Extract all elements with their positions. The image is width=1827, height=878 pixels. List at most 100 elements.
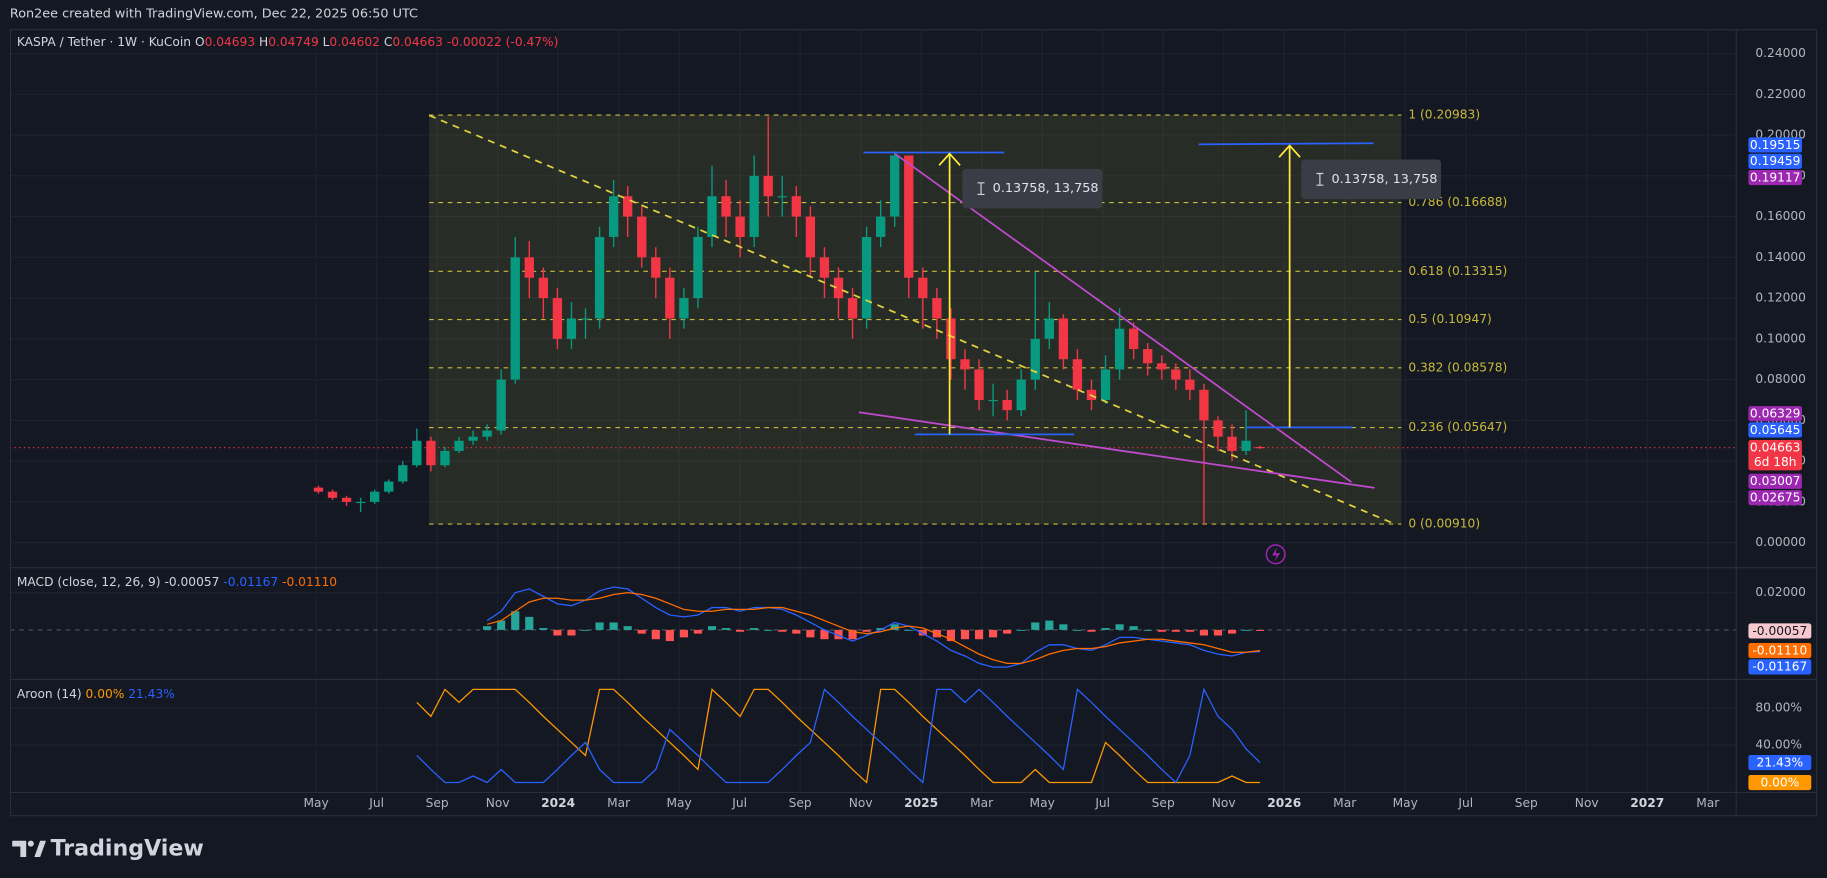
macd-histogram-bar: [707, 626, 717, 630]
candle-body: [791, 196, 801, 217]
drawings: [9, 114, 1736, 525]
macd-histogram-bar: [553, 629, 562, 636]
candle-body: [861, 236, 872, 319]
candle-body: [1128, 328, 1139, 350]
macd-histogram-bar: [497, 620, 506, 630]
candle-body: [763, 175, 773, 197]
candle-body: [1114, 328, 1125, 370]
candle-body: [1157, 363, 1167, 370]
event-icon[interactable]: [1265, 544, 1286, 565]
measure-icon: [1316, 172, 1324, 186]
candle-body: [904, 155, 914, 278]
price-badge-label: 0.06329: [1750, 407, 1801, 421]
macd-histogram-bar: [1129, 626, 1138, 630]
price-badge: [1748, 440, 1802, 471]
value-badge: [1748, 643, 1812, 659]
legend-value: 0.04693: [205, 34, 256, 48]
candle-body: [833, 277, 844, 299]
legend-title: MACD (close, 12, 26, 9): [17, 575, 161, 589]
macd-histogram-bar: [637, 629, 646, 634]
candle-body: [819, 257, 830, 278]
macd-histogram-bar: [609, 622, 618, 630]
candle-body: [665, 277, 675, 319]
macd-histogram-bar: [693, 629, 703, 634]
logo: [12, 840, 46, 858]
price-badge: [1748, 490, 1802, 506]
x-tick-label: Nov: [1575, 796, 1599, 810]
price-badge: [1748, 153, 1802, 169]
candle-body: [552, 298, 563, 339]
x-tick-label: Mar: [1333, 796, 1357, 810]
x-tick-label: Jul: [368, 796, 384, 810]
aroon-line: [416, 687, 1261, 784]
value-badge-label: 0.00%: [1760, 775, 1799, 789]
legend-value: -0.00057: [164, 575, 219, 589]
measure-label: 0.13758, 13,758: [993, 181, 1099, 196]
credit: Ron2ee created with TradingView.com, Dec…: [10, 6, 418, 21]
macd-histogram-bar: [764, 629, 773, 631]
x-tick-label: Nov: [486, 796, 510, 810]
fib-label: 0 (0.00910): [1408, 517, 1480, 531]
macd-histogram-bar: [567, 629, 576, 636]
price-badge: [1748, 169, 1802, 186]
value-badge: [1748, 659, 1812, 675]
grid: [9, 30, 1736, 792]
y-tick-label: 0.10000: [1755, 331, 1806, 345]
macd-histogram-bar: [679, 629, 688, 638]
x-tick-label: 2026: [1267, 796, 1301, 810]
price-badge: [1748, 406, 1802, 422]
fib-label: 0.618 (0.13315): [1408, 264, 1507, 278]
macd-histogram-bar: [595, 622, 604, 630]
macd-histogram-bar: [946, 629, 956, 642]
candle-body: [355, 501, 366, 504]
candle-body: [524, 257, 534, 278]
candle-body: [721, 196, 731, 217]
x-tick-label: Jul: [1457, 796, 1473, 810]
candle-body: [482, 430, 492, 437]
macd-histogram-bar: [862, 629, 871, 632]
y-tick-label: 0.22000: [1755, 87, 1806, 101]
price-badge-label: 0.04663: [1750, 440, 1801, 454]
candle-body: [384, 481, 394, 492]
macd-histogram-bar: [1031, 622, 1040, 630]
price-badge: [1748, 473, 1802, 489]
legend-key: H: [259, 34, 268, 48]
candle-body: [876, 216, 886, 237]
x-tick-label: Jul: [731, 796, 747, 810]
macd-histogram-bar: [1242, 629, 1251, 631]
candle-body: [313, 487, 324, 492]
legend-title: Aroon (14): [17, 687, 82, 701]
candle-body: [1213, 420, 1223, 437]
x-tick-label: May: [667, 796, 692, 810]
legend-value: -0.01167: [223, 575, 278, 589]
aroon-line: [416, 688, 1261, 784]
macd-histogram-bar: [1045, 620, 1054, 630]
x-tick-label: Sep: [426, 796, 449, 810]
price-badge: [1748, 422, 1802, 438]
value-badge-label: -0.01110: [1752, 643, 1807, 657]
macd-histogram-bar: [750, 628, 759, 630]
measure-icon: [977, 182, 985, 196]
candle-body: [918, 277, 928, 299]
candle-body: [932, 298, 942, 319]
candle-body: [1227, 436, 1237, 451]
macd-histogram-bar: [989, 629, 998, 638]
candle-body: [960, 359, 970, 370]
macd-histogram-bar: [1171, 629, 1180, 632]
legend-value: 0.04749: [268, 34, 319, 48]
macd-histogram-bar: [721, 628, 731, 630]
arrow-head: [938, 152, 961, 166]
x-tick-label: Sep: [789, 796, 812, 810]
macd-histogram-bar: [1157, 629, 1166, 632]
candle-body: [580, 318, 591, 320]
x-tick-label: 2027: [1630, 796, 1664, 810]
chart-border: [9, 29, 1818, 817]
candle-body: [1199, 389, 1209, 421]
fib-label: 0.236 (0.05647): [1408, 420, 1507, 434]
legend-value: -0.01110: [282, 575, 337, 589]
macd-histogram-bar: [623, 626, 632, 630]
macd-histogram-bar: [806, 629, 815, 638]
macd-histogram-bar: [1059, 624, 1068, 630]
candle-body: [594, 236, 605, 319]
